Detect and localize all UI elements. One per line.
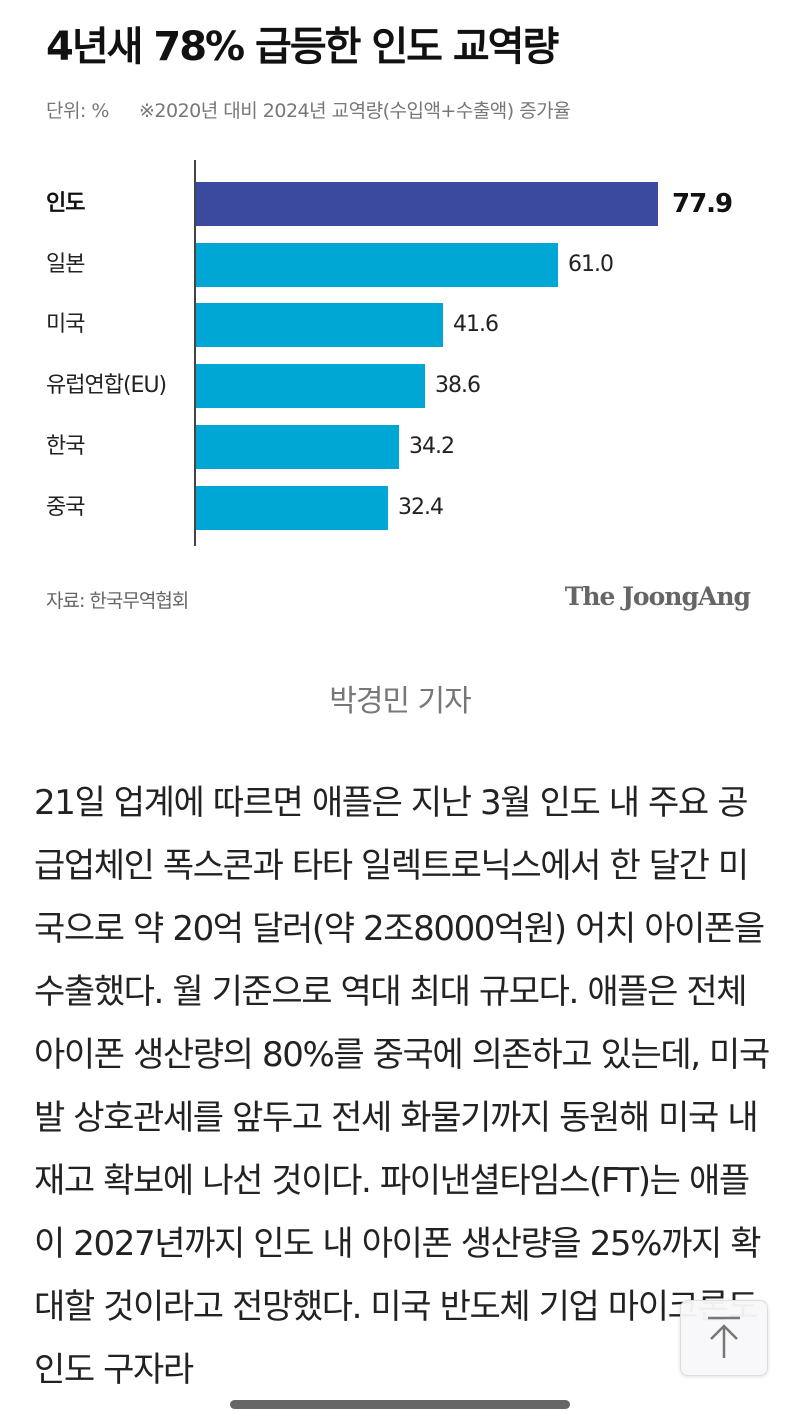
bar-value-label: 61.0 xyxy=(568,252,614,277)
chart-bar-row: 미국 41.6 xyxy=(0,303,800,347)
bar xyxy=(196,486,388,530)
chart-bar-row: 일본 61.0 xyxy=(0,243,800,287)
bar-value-label: 34.2 xyxy=(409,434,455,459)
bar-category-label: 유럽연합(EU) xyxy=(46,373,167,398)
scrollbar-thumb[interactable] xyxy=(230,1400,570,1409)
bar-value-label: 32.4 xyxy=(398,495,444,520)
chart-note: ※2020년 대비 2024년 교역량(수입액+수출액) 증가율 xyxy=(138,100,571,122)
chart-unit: 단위: % xyxy=(46,100,109,122)
chart-bar-row: 한국 34.2 xyxy=(0,425,800,469)
bar xyxy=(196,425,399,469)
bar-chart: 인도 77.9 일본 61.0 미국 41.6 유럽연합(EU) 38.6 한국 34.2 중국 32… xyxy=(0,160,800,550)
bar xyxy=(196,182,658,226)
bar xyxy=(196,364,425,408)
bar xyxy=(196,303,443,347)
chart-subtitle: 단위: % ※2020년 대비 2024년 교역량(수입액+수출액) 증가율 xyxy=(46,96,571,123)
chart-title: 4년새 78% 급등한 인도 교역량 xyxy=(46,24,559,70)
publisher-logo: The JoongAng xyxy=(564,582,751,611)
chart-bar-row: 유럽연합(EU) 38.6 xyxy=(0,364,800,408)
arrow-up-to-top-icon xyxy=(708,1316,740,1358)
bar-value-label: 41.6 xyxy=(453,312,499,337)
chart-bar-row: 중국 32.4 xyxy=(0,486,800,530)
bar-value-label: 38.6 xyxy=(435,373,481,398)
bar-category-label: 한국 xyxy=(46,434,85,459)
article-body: 21일 업계에 따르면 애플은 지난 3월 인도 내 주요 공급업체인 폭스콘과… xyxy=(34,772,774,1402)
bar-category-label: 일본 xyxy=(46,252,85,277)
chart-source: 자료: 한국무역협회 xyxy=(46,590,189,612)
bar-category-label: 미국 xyxy=(46,312,85,337)
reporter-byline: 박경민 기자 xyxy=(329,684,472,719)
bar-category-label: 인도 xyxy=(46,191,85,216)
chart-bar-row: 인도 77.9 xyxy=(0,182,800,226)
article-paragraph: 21일 업계에 따르면 애플은 지난 3월 인도 내 주요 공급업체인 폭스콘과… xyxy=(34,783,770,1390)
bar-category-label: 중국 xyxy=(46,495,85,520)
scroll-to-top-button[interactable] xyxy=(680,1300,768,1376)
bar xyxy=(196,243,558,287)
chart-axis xyxy=(194,160,196,546)
bar-value-label: 77.9 xyxy=(672,189,733,219)
infographic: 4년새 78% 급등한 인도 교역량 단위: % ※2020년 대비 2024년 … xyxy=(0,0,800,640)
